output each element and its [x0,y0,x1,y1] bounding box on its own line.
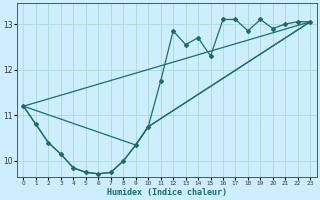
X-axis label: Humidex (Indice chaleur): Humidex (Indice chaleur) [107,188,227,197]
